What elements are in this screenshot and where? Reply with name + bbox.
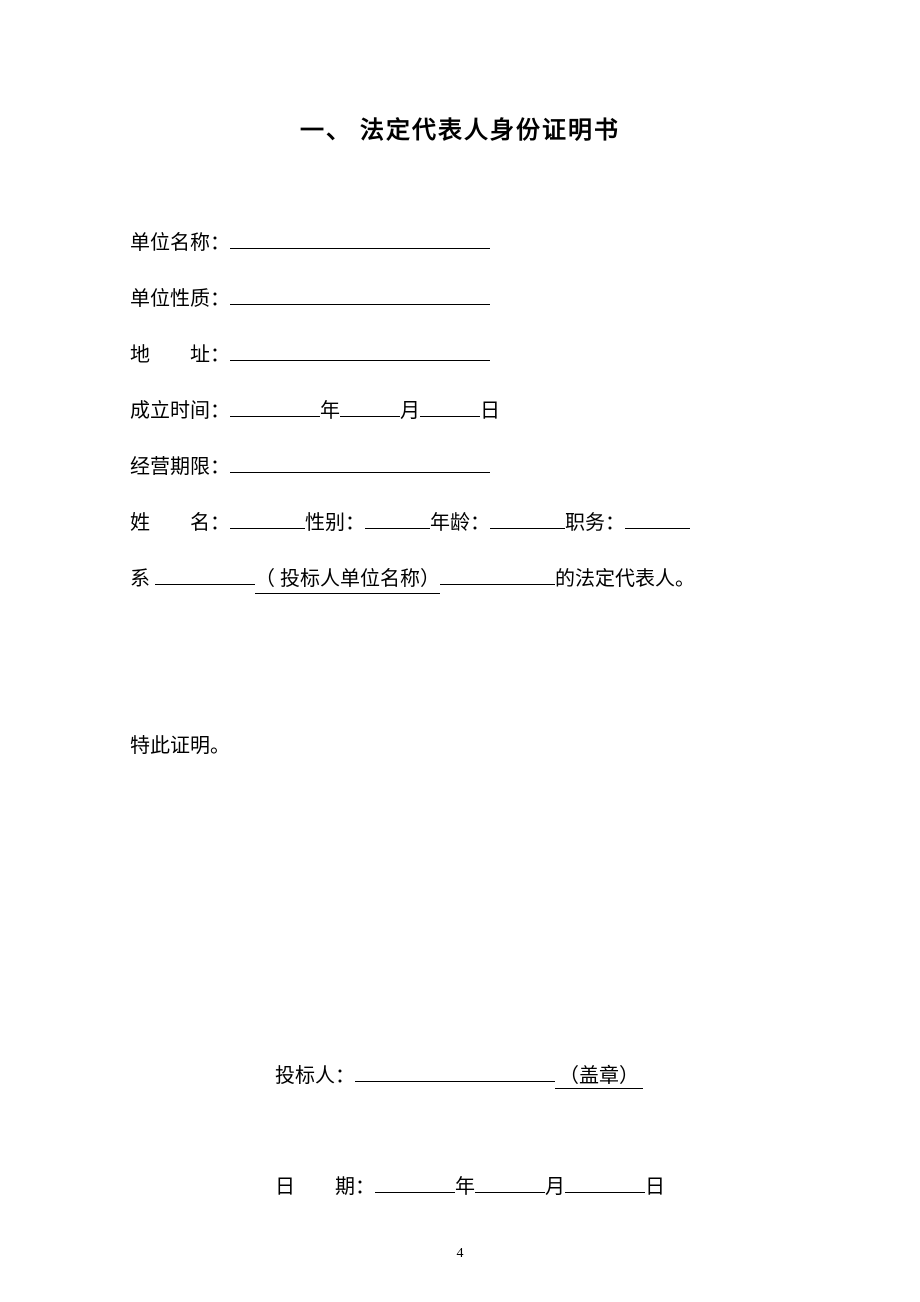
field-statement: 系 （ 投标人单位名称） 的法定代表人。	[130, 561, 790, 594]
line7-prefix: 系	[130, 565, 150, 593]
field-unit-type: 单位性质：	[130, 281, 790, 313]
blank-sign-year[interactable]	[375, 1169, 455, 1193]
sign-month-suffix: 月	[545, 1170, 565, 1199]
seal-text: （盖章）	[555, 1059, 643, 1089]
blank-name[interactable]	[230, 505, 305, 529]
label-unit-type: 单位性质：	[130, 285, 230, 313]
field-unit-name: 单位名称：	[130, 225, 790, 257]
signature-block: 投标人： （盖章） 日 期： 年 月 日	[130, 1058, 790, 1199]
document-page: 一、 法定代表人身份证明书 单位名称： 单位性质： 地 址： 成立时间： 年 月…	[0, 0, 920, 1199]
blank-bidder-signature[interactable]	[355, 1058, 555, 1082]
field-period: 经营期限：	[130, 449, 790, 481]
label-date: 日 期：	[275, 1170, 375, 1199]
field-person-info: 姓 名： 性别： 年龄： 职务：	[130, 505, 790, 537]
blank-founded-year[interactable]	[230, 393, 320, 417]
blank-founded-day[interactable]	[420, 393, 480, 417]
blank-bidder-name-1[interactable]	[155, 561, 255, 585]
document-title: 一、 法定代表人身份证明书	[130, 110, 790, 145]
field-founded-date: 成立时间： 年 月 日	[130, 393, 790, 425]
sign-day-suffix: 日	[645, 1170, 665, 1199]
label-name: 姓 名：	[130, 509, 230, 537]
blank-founded-month[interactable]	[340, 393, 400, 417]
label-age: 年龄：	[430, 509, 490, 537]
blank-address[interactable]	[230, 337, 490, 361]
label-period: 经营期限：	[130, 453, 230, 481]
suffix-day: 日	[480, 397, 500, 425]
field-address: 地 址：	[130, 337, 790, 369]
label-unit-name: 单位名称：	[130, 229, 230, 257]
label-address-1: 地 址：	[130, 341, 230, 369]
blank-period[interactable]	[230, 449, 490, 473]
signature-date-row: 日 期： 年 月 日	[275, 1169, 790, 1199]
blank-bidder-name-2[interactable]	[440, 561, 555, 585]
label-founded: 成立时间：	[130, 397, 230, 425]
blank-position[interactable]	[625, 505, 690, 529]
suffix-year: 年	[320, 397, 340, 425]
certification-text: 特此证明。	[130, 729, 790, 758]
label-position: 职务：	[565, 509, 625, 537]
line7-middle: （ 投标人单位名称）	[255, 565, 440, 594]
blank-unit-name[interactable]	[230, 225, 490, 249]
line7-suffix: 的法定代表人。	[555, 565, 695, 593]
blank-gender[interactable]	[365, 505, 430, 529]
blank-unit-type[interactable]	[230, 281, 490, 305]
page-number: 4	[0, 1246, 920, 1262]
label-bidder: 投标人：	[275, 1059, 355, 1088]
blank-sign-month[interactable]	[475, 1169, 545, 1193]
blank-sign-day[interactable]	[565, 1169, 645, 1193]
signature-bidder-row: 投标人： （盖章）	[275, 1058, 790, 1089]
blank-age[interactable]	[490, 505, 565, 529]
sign-year-suffix: 年	[455, 1170, 475, 1199]
label-gender: 性别：	[305, 509, 365, 537]
suffix-month: 月	[400, 397, 420, 425]
